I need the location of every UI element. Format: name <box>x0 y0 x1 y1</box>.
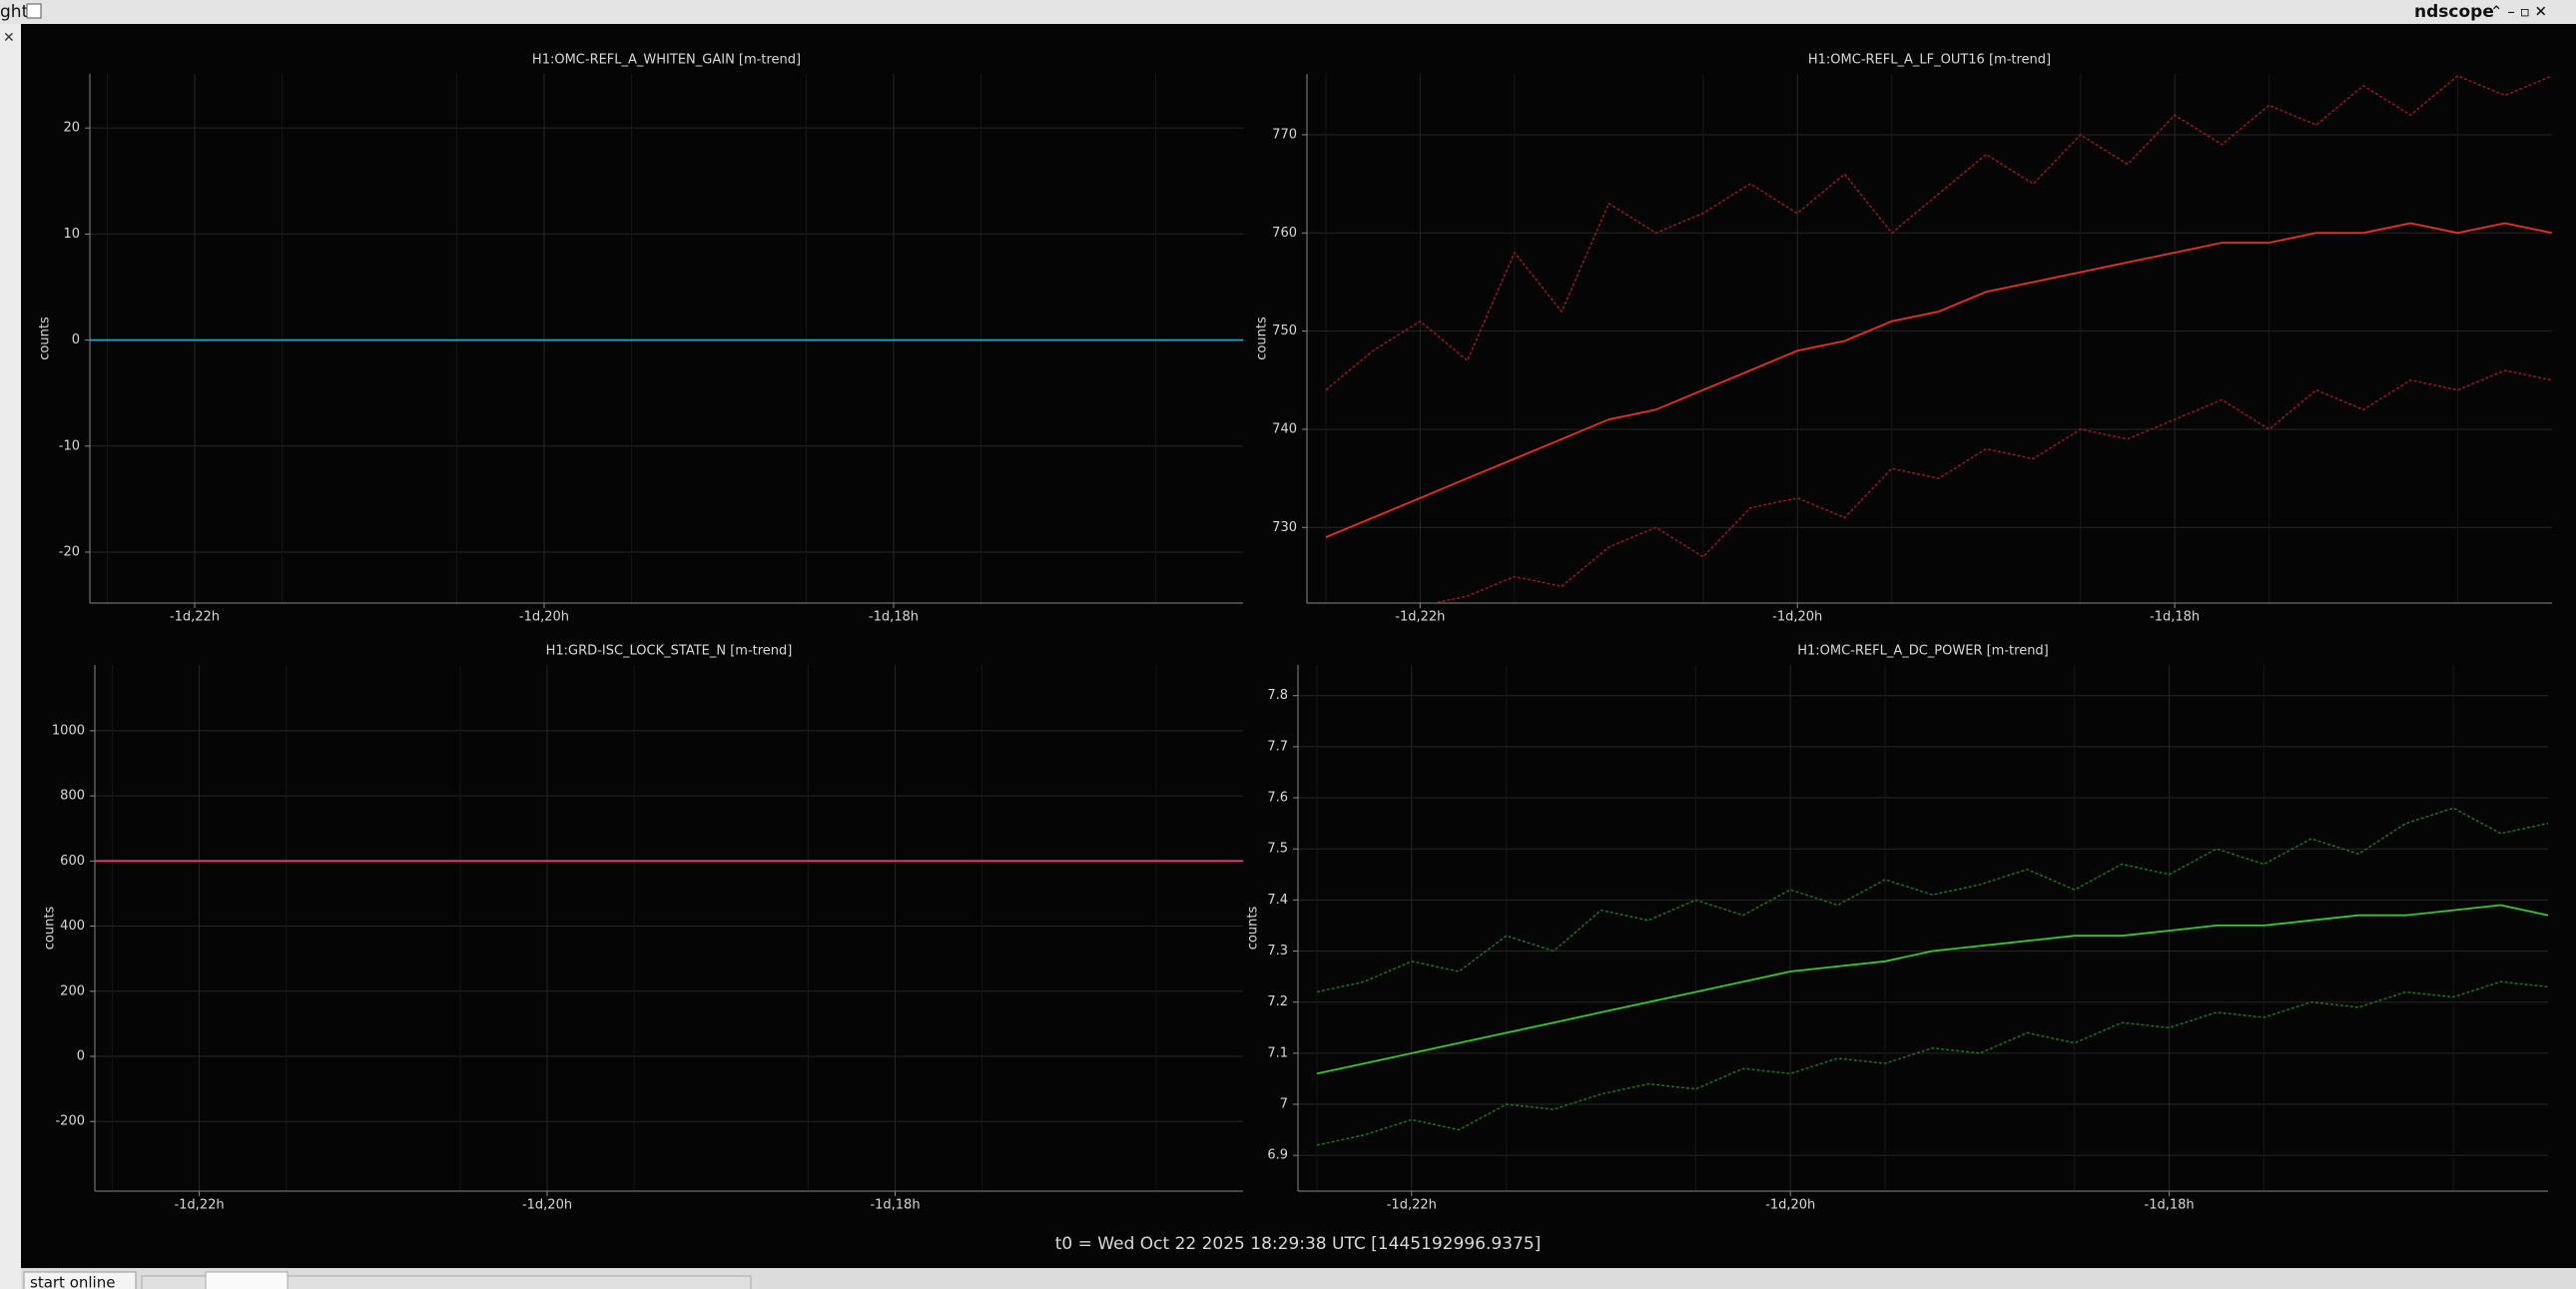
y-tick-label: 400 <box>60 919 85 934</box>
x-tick-label: -1d,18h <box>869 610 919 625</box>
y-tick-label: 7.6 <box>1267 791 1288 806</box>
window-icon <box>26 3 42 19</box>
title-bar <box>0 0 2576 24</box>
trend-line <box>1325 75 2552 391</box>
x-tick-label: -1d,20h <box>519 610 569 625</box>
trend-line <box>1325 222 2552 538</box>
start-online-button[interactable] <box>23 1271 137 1289</box>
trend-line <box>1430 369 2552 603</box>
y-tick-label: 7 <box>1280 1097 1288 1112</box>
y-tick-label: 800 <box>60 789 85 804</box>
close-icon[interactable]: ✕ <box>3 30 15 46</box>
y-tick-label: 7.2 <box>1267 994 1288 1009</box>
chart-title: H1:OMC-REFL_A_WHITEN_GAIN [m-trend] <box>532 53 801 68</box>
side-strip <box>0 24 21 1289</box>
y-tick-label: -10 <box>59 438 80 453</box>
y-axis-label: counts <box>1246 907 1261 951</box>
y-axis-label: counts <box>43 907 58 951</box>
x-tick-label: -1d,18h <box>2145 1198 2195 1213</box>
y-tick-label: 750 <box>1272 323 1297 338</box>
y-tick-label: 600 <box>60 854 85 869</box>
y-tick-label: 7.3 <box>1267 944 1288 959</box>
start-online-label[interactable]: start online <box>30 1274 115 1289</box>
active-tab[interactable] <box>205 1271 289 1289</box>
window-buttons[interactable]: ⌃ – ▫ ✕ <box>2490 3 2547 21</box>
y-tick-label: 7.1 <box>1267 1045 1288 1060</box>
y-tick-label: 7.8 <box>1267 688 1288 703</box>
x-tick-label: -1d,20h <box>1772 610 1822 625</box>
y-tick-label: -200 <box>55 1114 85 1129</box>
y-tick-label: 7.4 <box>1267 893 1288 908</box>
x-tick-label: -1d,20h <box>1765 1198 1815 1213</box>
trend-line <box>1316 807 2548 993</box>
y-tick-label: 770 <box>1272 127 1297 142</box>
y-tick-label: 740 <box>1272 421 1297 436</box>
y-tick-label: 0 <box>72 332 80 347</box>
y-tick-label: 10 <box>63 227 80 242</box>
y-tick-label: 6.9 <box>1267 1148 1288 1163</box>
y-axis-label: counts <box>1255 317 1270 360</box>
t0-label: t0 = Wed Oct 22 2025 18:29:38 UTC [14451… <box>1055 1234 1541 1254</box>
x-tick-label: -1d,22h <box>170 610 220 625</box>
y-tick-label: 1000 <box>52 723 85 738</box>
x-tick-label: -1d,18h <box>2150 610 2200 625</box>
y-axis-label: counts <box>38 317 53 360</box>
y-tick-label: 7.5 <box>1267 842 1288 857</box>
y-tick-label: 20 <box>63 121 80 136</box>
chart-title: H1:OMC-REFL_A_DC_POWER [m-trend] <box>1797 644 2049 659</box>
tab-strip[interactable] <box>141 1275 752 1289</box>
x-tick-label: -1d,22h <box>174 1198 224 1213</box>
trend-line <box>1316 980 2548 1146</box>
chart-title: H1:GRD-ISC_LOCK_STATE_N [m-trend] <box>546 644 793 659</box>
chart-title: H1:OMC-REFL_A_LF_OUT16 [m-trend] <box>1808 53 2051 68</box>
x-tick-label: -1d,18h <box>870 1198 920 1213</box>
title-fragment: ght <box>0 2 29 22</box>
y-tick-label: -20 <box>59 545 80 560</box>
trend-line <box>1316 904 2548 1075</box>
y-tick-label: 760 <box>1272 226 1297 241</box>
x-tick-label: -1d,22h <box>1395 610 1445 625</box>
y-tick-label: 730 <box>1272 520 1297 535</box>
y-tick-label: 200 <box>60 983 85 998</box>
window-title: ndscope <box>2414 2 2494 22</box>
x-tick-label: -1d,22h <box>1387 1198 1437 1213</box>
y-tick-label: 0 <box>77 1048 85 1063</box>
x-tick-label: -1d,20h <box>522 1198 572 1213</box>
y-tick-label: 7.7 <box>1267 739 1288 754</box>
